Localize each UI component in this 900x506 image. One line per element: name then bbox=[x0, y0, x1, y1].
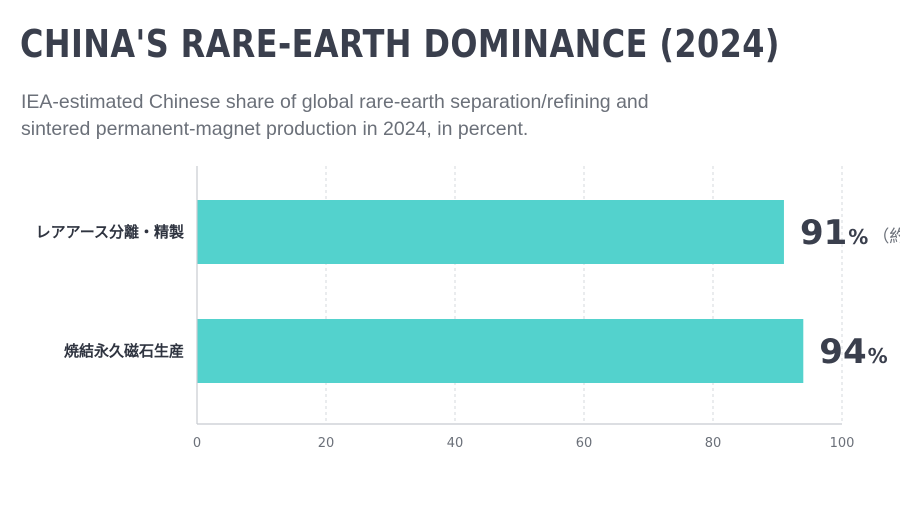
chart-title: CHINA'S RARE-EARTH DOMINANCE (2024) bbox=[20, 22, 780, 66]
x-tick-label-60: 60 bbox=[576, 436, 593, 451]
x-tick-label-40: 40 bbox=[447, 436, 464, 451]
bars bbox=[197, 200, 804, 383]
value-label-0: 91%（約） bbox=[800, 213, 900, 253]
bar-0 bbox=[197, 200, 784, 264]
value-number-1: 94 bbox=[819, 332, 866, 372]
category-label-1: 焼結永久磁石生産 bbox=[64, 342, 184, 360]
value-labels: 91%（約）94%（約） bbox=[800, 213, 900, 372]
bar-1 bbox=[197, 319, 804, 383]
value-unit-0: % bbox=[848, 225, 868, 249]
x-tick-label-20: 20 bbox=[318, 436, 335, 451]
x-axis: 0 20 40 60 80 100 bbox=[193, 166, 855, 451]
chart-subtitle: IEA-estimated Chinese share of global ra… bbox=[21, 91, 649, 140]
value-number-0: 91 bbox=[800, 213, 847, 253]
x-tick-label-80: 80 bbox=[705, 436, 722, 451]
value-note-0: （約） bbox=[872, 227, 900, 247]
value-unit-1: % bbox=[868, 344, 888, 368]
x-tick-label-0: 0 bbox=[193, 436, 201, 451]
value-note-1: （約） bbox=[892, 346, 900, 366]
x-tick-label-100: 100 bbox=[830, 436, 855, 451]
category-label-0: レアアース分離・精製 bbox=[36, 223, 184, 241]
value-label-1: 94% （約） bbox=[819, 332, 900, 372]
